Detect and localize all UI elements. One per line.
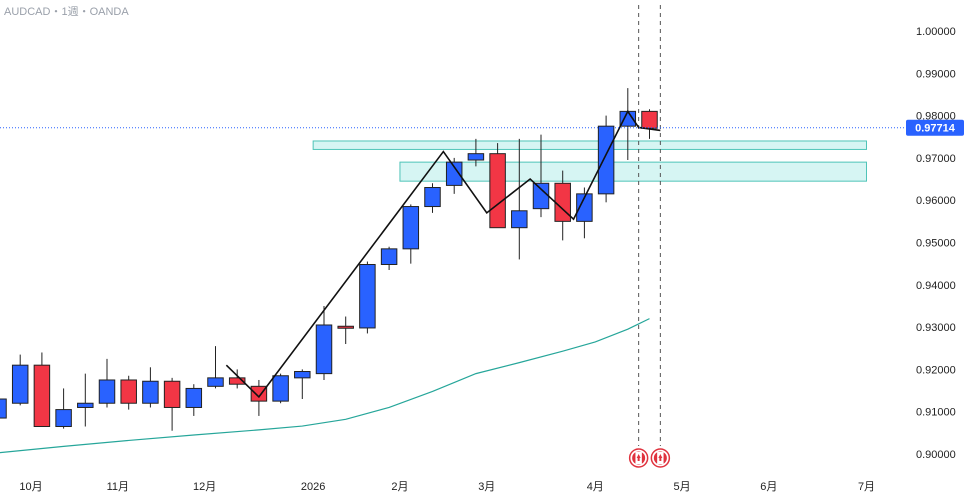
x-tick-label: 2月: [391, 481, 408, 493]
x-tick-label: 10月: [19, 481, 42, 493]
candle[interactable]: [33, 352, 51, 428]
y-tick-label: 0.93000: [916, 322, 956, 334]
candle-body: [294, 371, 311, 379]
candle-body: [489, 153, 506, 229]
candle-body: [511, 210, 528, 229]
candle[interactable]: [402, 204, 420, 264]
candle-body: [445, 161, 463, 186]
candle-body: [185, 387, 203, 408]
candle[interactable]: [445, 157, 463, 194]
candle-body: [142, 380, 159, 404]
candle[interactable]: [641, 109, 658, 139]
candle-body: [380, 248, 398, 265]
candle[interactable]: [424, 183, 441, 213]
chart-title: AUDCAD・1週・OANDA: [4, 6, 129, 18]
candle-body: [163, 380, 181, 408]
current-price-tag: 0.97714: [906, 119, 964, 136]
candle[interactable]: [207, 346, 224, 389]
candle-body: [597, 125, 615, 195]
candle-body: [315, 324, 333, 375]
candle-body: [11, 364, 29, 404]
y-tick-label: 0.95000: [916, 238, 956, 250]
candle[interactable]: [11, 354, 29, 406]
y-tick-label: 0.94000: [916, 280, 956, 292]
x-tick-label: 6月: [760, 481, 777, 493]
candle[interactable]: [294, 369, 311, 400]
candle-body: [402, 206, 420, 250]
candle-body: [641, 110, 658, 129]
candle-body: [359, 263, 376, 329]
candle-body: [120, 379, 137, 404]
candle-body: [55, 409, 72, 428]
candle-body: [207, 377, 224, 387]
candle[interactable]: [163, 377, 181, 431]
support-zone[interactable]: [312, 140, 867, 150]
candle[interactable]: [55, 388, 72, 429]
candle[interactable]: [185, 384, 203, 416]
candle[interactable]: [98, 358, 116, 408]
candle[interactable]: [380, 246, 398, 270]
candle[interactable]: [228, 369, 246, 389]
candle[interactable]: [511, 138, 528, 260]
canada-flag-event-icon[interactable]: [628, 448, 649, 468]
candle[interactable]: [576, 187, 593, 239]
x-tick-label: 2026: [301, 481, 325, 493]
swing-trend-line[interactable]: [225, 109, 661, 399]
candle-body: [554, 182, 571, 222]
x-tick-label: 3月: [478, 481, 495, 493]
candle-body: [424, 187, 441, 208]
candle-body: [250, 385, 268, 402]
y-tick-label: 0.98000: [916, 111, 956, 123]
y-tick-label: 0.99000: [916, 68, 956, 80]
candle-body: [228, 377, 246, 385]
y-tick-label: 1.00000: [916, 26, 956, 38]
y-tick-label: 0.90000: [916, 449, 956, 461]
x-tick-label: 11月: [107, 481, 129, 493]
candle-body: [532, 182, 550, 210]
candle-body: [77, 402, 94, 408]
y-tick-label: 0.96000: [916, 195, 956, 207]
x-tick-label: 12月: [193, 481, 216, 493]
candle[interactable]: [489, 143, 506, 229]
candle-body: [337, 325, 354, 329]
candle[interactable]: [120, 375, 137, 410]
candle[interactable]: [619, 88, 637, 161]
x-tick-label: 4月: [587, 481, 604, 493]
candle[interactable]: [142, 367, 159, 408]
y-tick-label: 0.97000: [916, 153, 956, 165]
current-price-label: 0.97714: [915, 123, 956, 135]
candle[interactable]: [0, 397, 7, 424]
candle[interactable]: [597, 115, 615, 203]
candle[interactable]: [467, 138, 485, 167]
support-zone[interactable]: [399, 161, 867, 182]
candle[interactable]: [315, 305, 333, 380]
candle[interactable]: [359, 261, 376, 334]
x-tick-label: 7月: [858, 481, 875, 493]
moving-average-line: [0, 318, 650, 454]
candle-body: [576, 193, 593, 222]
candle[interactable]: [337, 316, 354, 345]
x-tick-label: 5月: [673, 481, 690, 493]
y-tick-label: 0.91000: [916, 407, 956, 419]
y-tick-label: 0.92000: [916, 364, 956, 376]
canada-flag-event-icon[interactable]: [650, 448, 671, 468]
candle-body: [33, 364, 51, 428]
candle[interactable]: [272, 373, 289, 404]
candle-body: [272, 375, 289, 402]
candle-body: [0, 398, 7, 419]
candle-body: [467, 153, 485, 161]
candle[interactable]: [77, 373, 94, 427]
candle-body: [98, 379, 116, 404]
